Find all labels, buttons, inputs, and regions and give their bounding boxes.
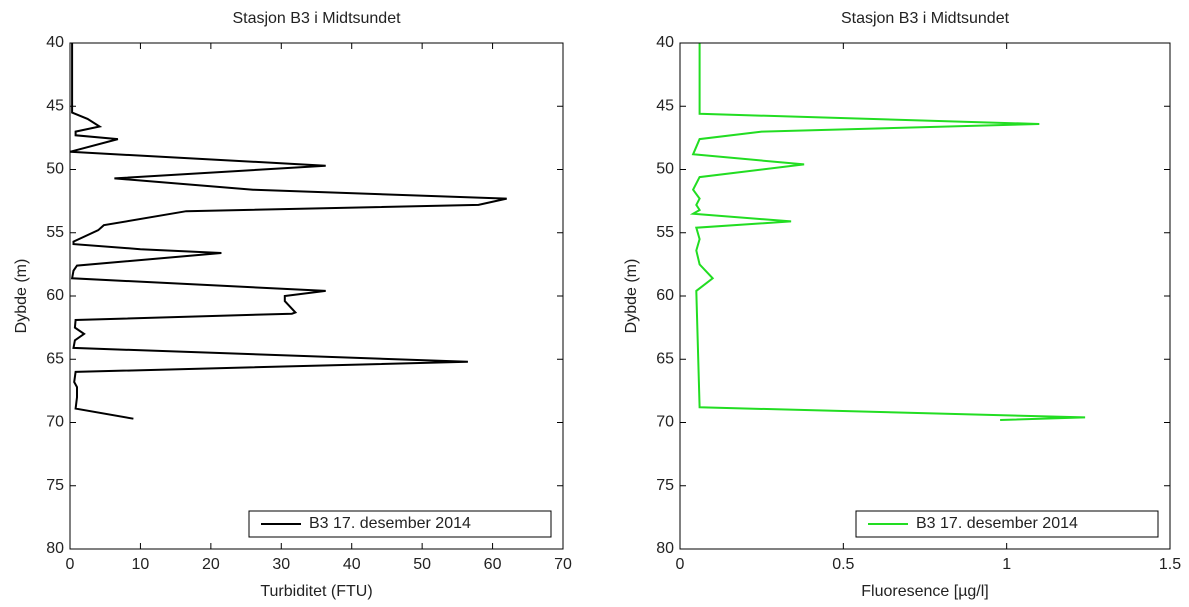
plot-frame — [679, 42, 1171, 550]
x-tick-label: 0 — [676, 556, 685, 573]
x-tick-label: 70 — [554, 556, 572, 573]
y-tick-label: 45 — [46, 97, 64, 114]
legend-label: B3 17. desember 2014 — [916, 515, 1078, 532]
y-tick-label: 55 — [46, 224, 64, 241]
x-tick-label: 1 — [1002, 556, 1011, 573]
plot-frame — [69, 42, 564, 550]
y-tick-label: 50 — [46, 161, 64, 178]
x-tick-label: 40 — [343, 556, 361, 573]
y-tick-label: 80 — [656, 540, 674, 557]
x-axis-label: Turbiditet (FTU) — [260, 583, 372, 600]
data-line — [69, 43, 507, 420]
y-tick-label: 60 — [656, 287, 674, 304]
y-tick-label: 40 — [656, 34, 674, 51]
y-axis-label: Dybde (m) — [13, 259, 30, 334]
chart-title: Stasjon B3 i Midtsundet — [232, 10, 401, 27]
y-tick-label: 75 — [46, 477, 64, 494]
x-tick-label: 1.5 — [1159, 556, 1181, 573]
x-tick-label: 10 — [132, 556, 150, 573]
y-tick-label: 75 — [656, 477, 674, 494]
y-tick-label: 80 — [46, 540, 64, 557]
legend-label: B3 17. desember 2014 — [309, 515, 471, 532]
x-axis-label: Fluoresence [µg/l] — [861, 583, 989, 600]
x-tick-label: 30 — [272, 556, 290, 573]
y-tick-label: 70 — [46, 414, 64, 431]
y-tick-label: 70 — [656, 414, 674, 431]
y-axis-label: Dybde (m) — [623, 259, 640, 334]
chart-title: Stasjon B3 i Midtsundet — [841, 10, 1010, 27]
data-line — [689, 43, 1086, 421]
x-tick-label: 20 — [202, 556, 220, 573]
x-tick-label: 0 — [66, 556, 75, 573]
y-tick-label: 50 — [656, 161, 674, 178]
y-tick-label: 45 — [656, 97, 674, 114]
y-tick-label: 40 — [46, 34, 64, 51]
y-tick-label: 55 — [656, 224, 674, 241]
x-tick-label: 50 — [413, 556, 431, 573]
x-tick-label: 0.5 — [832, 556, 854, 573]
y-tick-label: 60 — [46, 287, 64, 304]
y-tick-label: 65 — [656, 350, 674, 367]
x-tick-label: 60 — [484, 556, 502, 573]
y-tick-label: 65 — [46, 350, 64, 367]
